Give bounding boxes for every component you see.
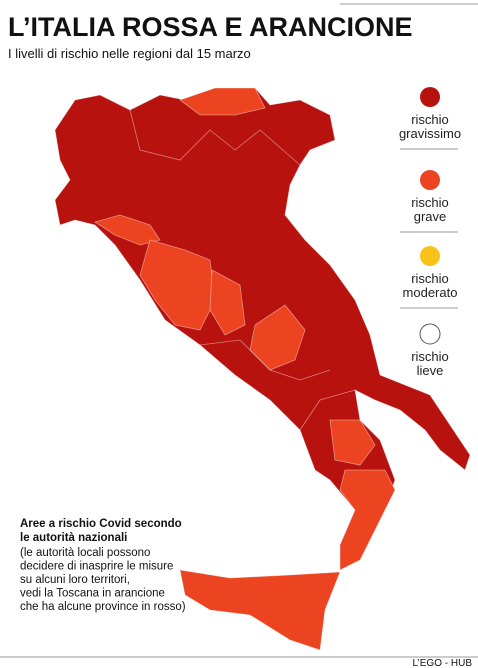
region bbox=[179, 87, 266, 116]
note-line: su alcuni loro territori, bbox=[20, 574, 130, 586]
subtitle: I livelli di rischio nelle regioni dal 1… bbox=[8, 46, 251, 61]
legend-label: rischio bbox=[411, 112, 449, 127]
legend-label: rischio bbox=[411, 195, 449, 210]
region bbox=[69, 359, 126, 481]
legend-label: gravissimo bbox=[399, 126, 461, 141]
legend: rischiogravissimorischiograverischiomode… bbox=[399, 87, 461, 378]
note: (le autorità locali possono decidere di i… bbox=[20, 547, 186, 613]
region bbox=[139, 239, 216, 331]
note-line: che ha alcune province in rosso) bbox=[20, 601, 186, 613]
region bbox=[329, 419, 376, 466]
legend-swatch bbox=[419, 323, 441, 345]
region bbox=[179, 569, 341, 651]
legend-label: grave bbox=[414, 209, 447, 224]
note-line: vedi la Toscana in arancione bbox=[20, 588, 165, 600]
title: L’ITALIA ROSSA E ARANCIONE bbox=[8, 12, 413, 42]
note-line: (le autorità locali possono bbox=[20, 547, 150, 559]
legend-swatch bbox=[420, 87, 440, 107]
legend-swatch bbox=[420, 246, 440, 266]
legend-label: lieve bbox=[417, 363, 444, 378]
credit: L’EGO - HUB bbox=[413, 658, 473, 668]
region bbox=[94, 214, 161, 246]
note-title: Aree a rischio Covid secondo bbox=[20, 518, 182, 530]
note-line: decidere di inasprire le misure bbox=[20, 561, 173, 573]
region bbox=[249, 304, 306, 371]
border bbox=[299, 389, 356, 431]
legend-label: rischio bbox=[411, 271, 449, 286]
region bbox=[339, 469, 396, 571]
region bbox=[209, 269, 246, 336]
legend-label: rischio bbox=[411, 349, 449, 364]
border bbox=[129, 109, 301, 166]
legend-label: moderato bbox=[403, 285, 458, 300]
note-title: le autorità nazionali bbox=[20, 532, 127, 544]
legend-swatch bbox=[420, 170, 440, 190]
map bbox=[54, 87, 471, 651]
